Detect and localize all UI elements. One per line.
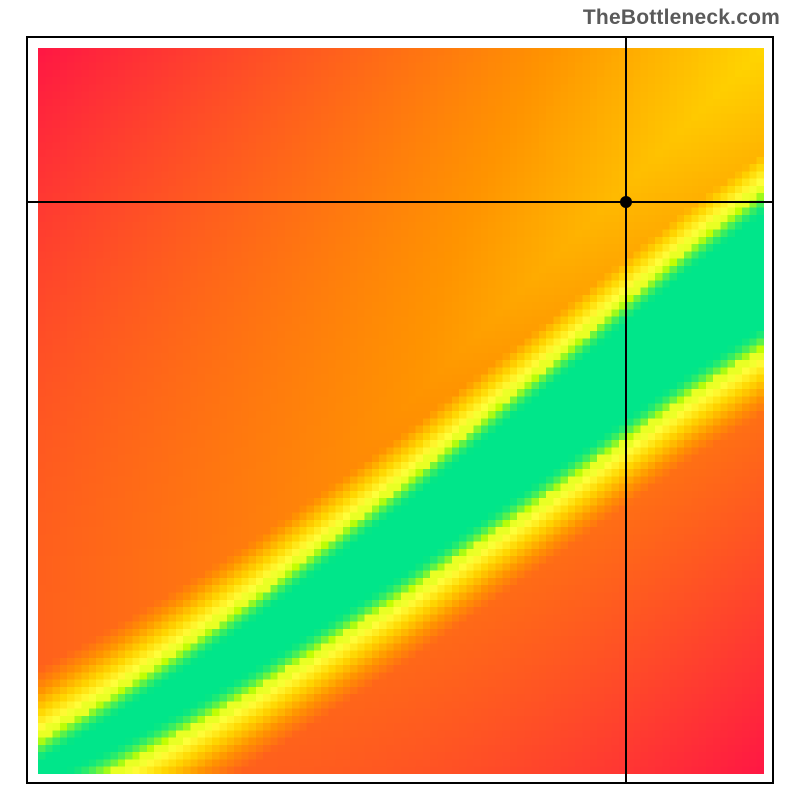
selection-marker — [620, 196, 632, 208]
crosshair-vertical — [625, 38, 627, 782]
heatmap-canvas — [38, 48, 764, 774]
attribution-text: TheBottleneck.com — [583, 6, 780, 30]
bottleneck-heatmap — [26, 36, 774, 784]
crosshair-horizontal — [28, 201, 772, 203]
